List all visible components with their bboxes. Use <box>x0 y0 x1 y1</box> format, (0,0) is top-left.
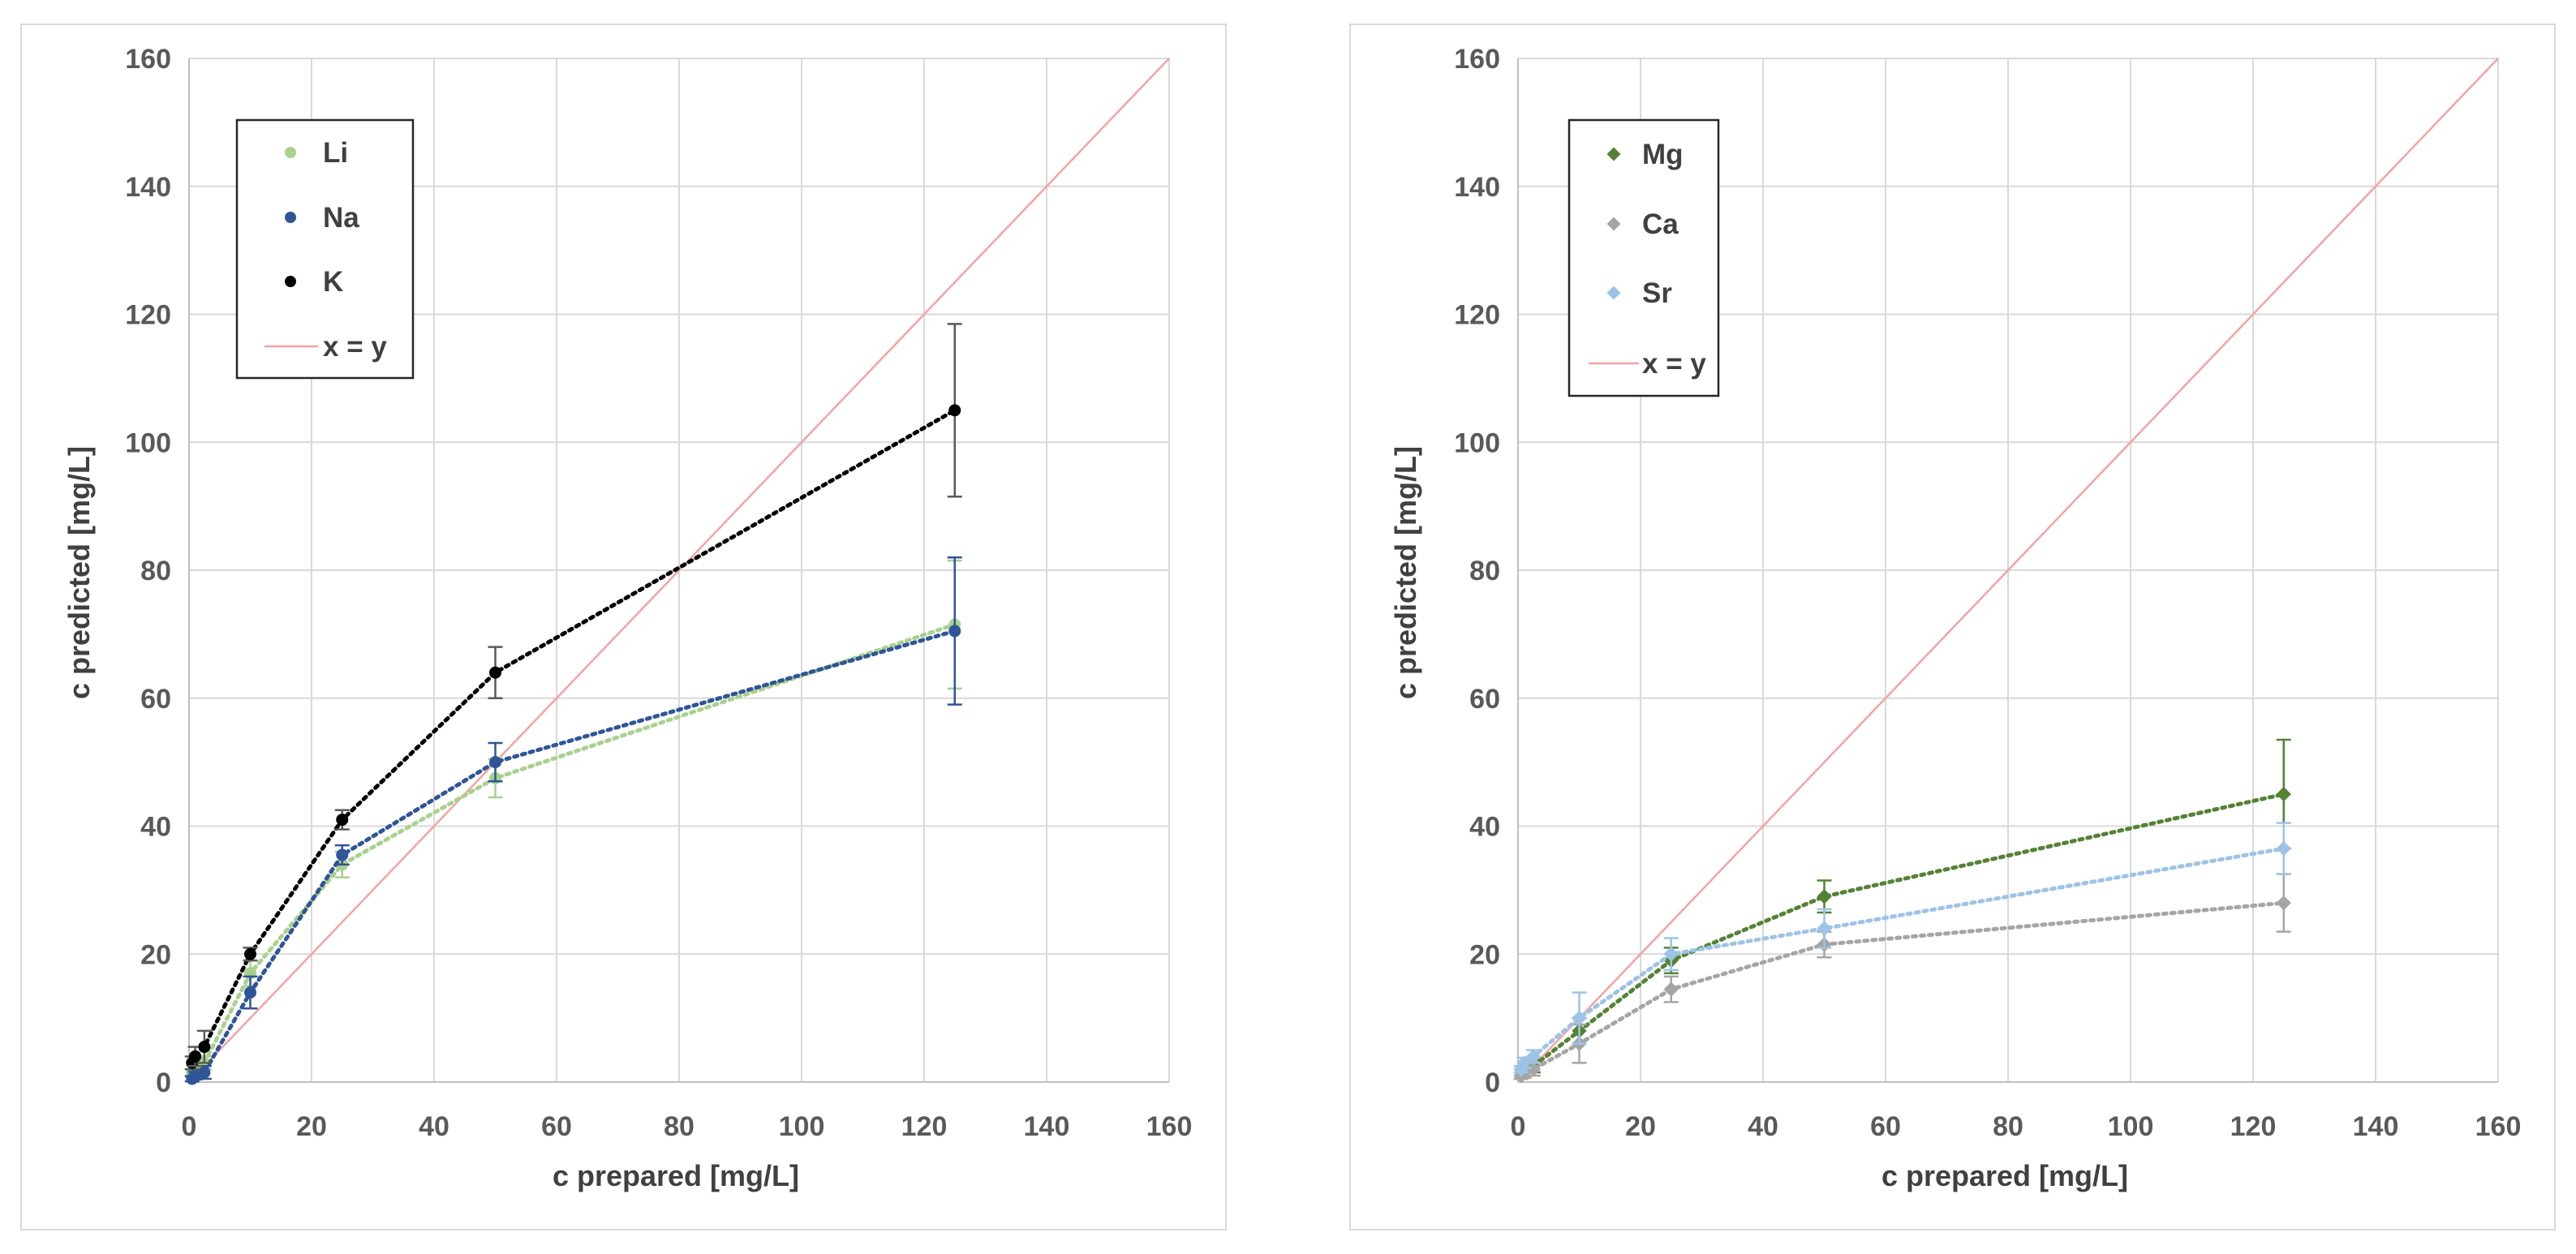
chart-left-y-axis-title: c predicted [mg/L] <box>62 446 96 699</box>
series-mg-point-5 <box>1817 889 1832 904</box>
legend-k-label: K <box>323 266 343 298</box>
chart-left-x-tick-80: 80 <box>664 1111 695 1142</box>
chart-right-y-tick-160: 160 <box>1454 44 1500 75</box>
chart-left-x-tick-120: 120 <box>901 1111 948 1142</box>
series-sr-point-4 <box>1663 947 1679 962</box>
chart-right-legend-box <box>1568 118 1720 397</box>
chart-left: 0 20 40 60 80 100 120 140 160 0 20 40 60 80 100 120 140 1… <box>20 24 1227 1230</box>
chart-left-x-tick-20: 20 <box>296 1111 327 1142</box>
chart-right-grid <box>1517 58 2499 1083</box>
legend-na-marker <box>285 212 296 223</box>
chart-left-x-tick-60: 60 <box>541 1111 572 1142</box>
legend-right-ref-label: x = y <box>1642 348 1706 380</box>
chart-left-x-tick-0: 0 <box>182 1111 197 1142</box>
chart-left-y-tick-0: 0 <box>156 1067 171 1098</box>
chart-left-x-tick-160: 160 <box>1146 1111 1193 1142</box>
legend-li-marker <box>285 147 296 158</box>
chart-left-legend: Li Na K x = y <box>235 118 415 380</box>
legend-k-marker <box>285 276 296 287</box>
series-sr-point-3 <box>1572 1010 1587 1026</box>
series-na-point-6 <box>948 625 961 638</box>
chart-right-marks <box>1513 58 2499 1084</box>
chart-left-y-tick-80: 80 <box>140 556 171 586</box>
legend-left-ref-label: x = y <box>323 331 387 363</box>
chart-right-y-tick-60: 60 <box>1469 684 1500 715</box>
chart-right-x-tick-60: 60 <box>1870 1111 1901 1142</box>
series-na-point-3 <box>244 986 256 999</box>
series-sr-point-6 <box>2276 840 2291 857</box>
series-ca-point-6 <box>2276 895 2291 911</box>
series-k-point-6 <box>948 404 961 417</box>
chart-left-y-tick-140: 140 <box>125 172 171 203</box>
series-k-point-5 <box>489 666 501 679</box>
series-k-point-3 <box>244 947 256 960</box>
chart-right-tick-labels: 0 20 40 60 80 100 120 140 160 0 20 40 60 80 100 120 140 1… <box>1454 44 2521 1142</box>
chart-left-legend-box <box>235 118 415 380</box>
chart-right-x-tick-100: 100 <box>2108 1111 2154 1142</box>
chart-right-y-tick-100: 100 <box>1454 427 1500 458</box>
series-sr-point-1 <box>1516 1055 1532 1071</box>
chart-right-y-tick-140: 140 <box>1454 172 1500 203</box>
chart-right-reference-line <box>1517 58 2499 1083</box>
legend-li-label: Li <box>323 137 348 169</box>
chart-right-y-axis-title: c predicted [mg/L] <box>1389 446 1422 699</box>
series-k-point-2 <box>198 1041 211 1054</box>
chart-left-y-tick-20: 20 <box>140 939 171 970</box>
chart-right-x-tick-120: 120 <box>2230 1111 2277 1142</box>
chart-right-y-tick-20: 20 <box>1469 939 1500 970</box>
chart-left-grid <box>188 58 1170 1083</box>
legend-mg-label: Mg <box>1642 139 1684 170</box>
chart-right-x-tick-80: 80 <box>1993 1111 2023 1142</box>
chart-right-x-tick-40: 40 <box>1748 1111 1778 1142</box>
chart-right-y-tick-40: 40 <box>1469 812 1500 843</box>
chart-left-y-tick-160: 160 <box>125 44 171 75</box>
series-mg-point-6 <box>2276 786 2291 802</box>
chart-right-y-tick-0: 0 <box>1485 1067 1500 1098</box>
chart-left-x-tick-100: 100 <box>779 1111 825 1142</box>
legend-na-label: Na <box>323 202 359 234</box>
series-na-point-4 <box>336 848 349 861</box>
series-na-point-5 <box>489 756 501 769</box>
chart-right-x-axis-title: c prepared [mg/L] <box>1881 1159 2128 1192</box>
legend-ca-label: Ca <box>1642 208 1679 240</box>
series-ca-point-2 <box>1525 1062 1542 1077</box>
chart-left-reference-line <box>188 58 1170 1083</box>
chart-right-legend: Mg Ca Sr x = y <box>1568 118 1720 397</box>
chart-right-y-tick-120: 120 <box>1454 300 1500 331</box>
chart-right-x-tick-0: 0 <box>1511 1111 1526 1142</box>
chart-left-y-tick-60: 60 <box>140 684 171 715</box>
chart-left-x-tick-140: 140 <box>1024 1111 1070 1142</box>
chart-left-y-tick-40: 40 <box>140 812 171 843</box>
chart-left-y-tick-100: 100 <box>125 427 171 458</box>
chart-left-x-axis-title: c prepared [mg/L] <box>553 1159 799 1192</box>
chart-left-y-tick-120: 120 <box>125 300 171 331</box>
chart-left-marks <box>184 58 1170 1085</box>
series-na-point-2 <box>198 1066 211 1079</box>
series-ca-point-4 <box>1663 981 1679 997</box>
chart-right-x-tick-140: 140 <box>2353 1111 2399 1142</box>
chart-right-y-tick-80: 80 <box>1469 556 1500 586</box>
legend-sr-label: Sr <box>1642 277 1672 309</box>
series-k-point-1 <box>189 1050 202 1063</box>
chart-right-x-tick-20: 20 <box>1625 1111 1656 1142</box>
chart-right: 0 20 40 60 80 100 120 140 160 0 20 40 60 80 100 120 140 1… <box>1349 24 2556 1230</box>
chart-left-tick-labels: 0 20 40 60 80 100 120 140 160 0 20 40 60 80 100 120 140 1… <box>125 44 1192 1142</box>
chart-right-x-tick-160: 160 <box>2475 1111 2522 1142</box>
series-sr-point-5 <box>1817 921 1832 936</box>
series-sr-point-2 <box>1525 1049 1542 1064</box>
series-k-point-4 <box>336 814 349 827</box>
chart-left-x-tick-40: 40 <box>419 1111 449 1142</box>
